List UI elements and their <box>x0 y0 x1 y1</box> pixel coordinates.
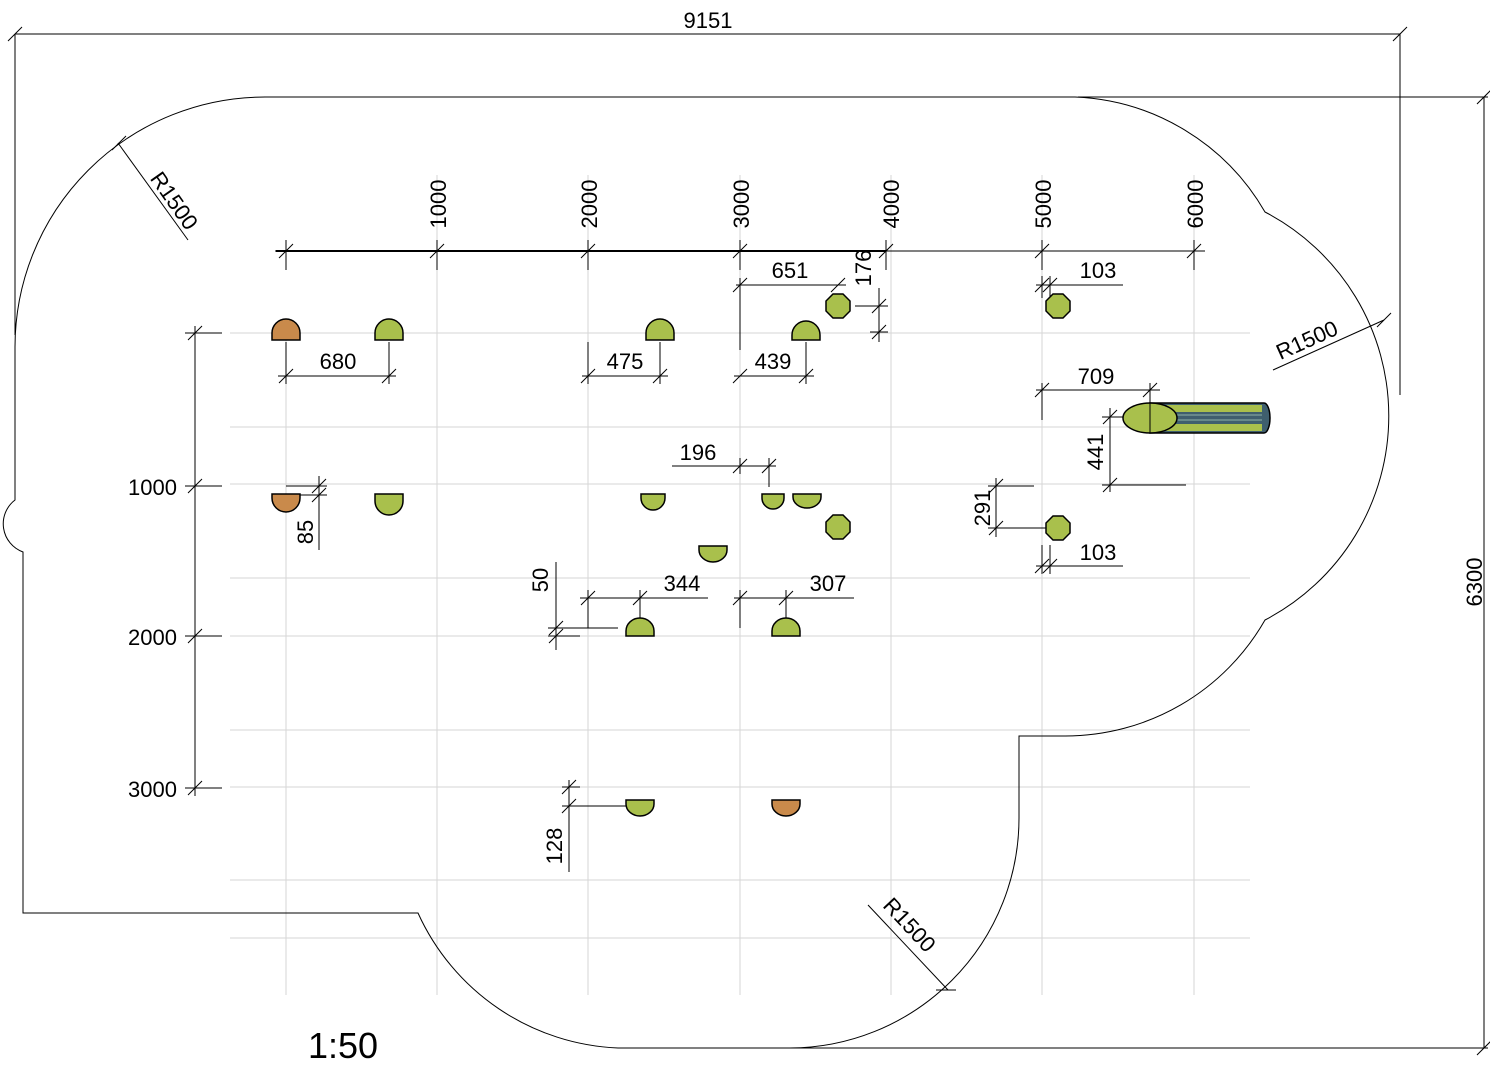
dim-label-291: 291 <box>970 490 995 527</box>
y-tick-label: 3000 <box>128 777 177 802</box>
dimension-50: 50 <box>528 562 618 650</box>
radius-label: R1500 <box>145 167 203 234</box>
overall-width-label: 9151 <box>684 8 733 33</box>
x-tick-label: 1000 <box>426 180 451 229</box>
y-tick-label: 2000 <box>128 625 177 650</box>
x-tick-label: 2000 <box>577 180 602 229</box>
octagonal-post-icon <box>825 514 851 540</box>
x-tick-label: 5000 <box>1031 180 1056 229</box>
dim-label-651: 651 <box>772 258 809 283</box>
overall-width-dimension: 9151 <box>7 8 1408 395</box>
dimension-196: 196 <box>672 440 777 487</box>
dim-label-103-bottom: 103 <box>1080 540 1117 565</box>
stepping-post-icon <box>791 320 821 341</box>
dim-label-85: 85 <box>293 520 318 544</box>
stepping-post-icon <box>271 493 301 513</box>
dimension-439: 439 <box>732 342 814 384</box>
radius-callout-top-left: R1500 <box>111 135 203 241</box>
y-tick-label: 1000 <box>128 475 177 500</box>
stepping-post-icon <box>792 493 822 509</box>
dim-label-475: 475 <box>607 349 644 374</box>
dim-label-176: 176 <box>851 250 876 287</box>
dim-label-344: 344 <box>664 571 701 596</box>
stepping-post-icon <box>771 799 801 817</box>
dimension-103-top: 103 <box>1034 258 1123 298</box>
radius-label: R1500 <box>1272 316 1341 365</box>
stepping-post-icon <box>645 318 675 341</box>
dim-label-441: 441 <box>1083 434 1108 471</box>
x-tick-label: 6000 <box>1183 180 1208 229</box>
dim-label-307: 307 <box>810 571 847 596</box>
dim-label-196: 196 <box>680 440 717 465</box>
dimension-680: 680 <box>278 342 397 384</box>
radius-callout-bottom: R1500 <box>867 893 956 991</box>
dimension-291: 291 <box>970 478 1046 537</box>
dimension-128: 128 <box>542 779 628 872</box>
stepping-post-icon <box>625 799 655 817</box>
x-axis-ruler: 1000 2000 3000 4000 5000 6000 <box>275 180 1208 270</box>
stepping-post-icon <box>374 318 404 341</box>
octagonal-post-icon <box>1045 293 1071 319</box>
play-items <box>271 293 1271 817</box>
dimension-651: 651 <box>732 258 846 350</box>
stepping-post-icon <box>374 493 404 516</box>
radius-label: R1500 <box>878 893 941 957</box>
stepping-post-icon <box>771 617 801 637</box>
x-tick-label: 4000 <box>879 180 904 229</box>
dim-label-439: 439 <box>755 349 792 374</box>
stepping-post-icon <box>625 617 655 637</box>
radius-callout-right: R1500 <box>1272 312 1392 371</box>
dimension-709: 709 <box>1034 364 1160 420</box>
octagonal-post-icon <box>825 293 851 319</box>
dimension-344: 344 <box>580 571 708 628</box>
dim-label-103-top: 103 <box>1080 258 1117 283</box>
drawing-scale-label: 1:50 <box>308 1025 378 1066</box>
octagonal-post-icon <box>1045 515 1071 541</box>
dim-label-50: 50 <box>528 568 553 592</box>
dimension-475: 475 <box>580 342 668 384</box>
y-axis-ruler: 1000 2000 3000 <box>128 325 222 802</box>
overall-height-label: 6300 <box>1462 558 1487 607</box>
dim-label-709: 709 <box>1078 364 1115 389</box>
layout-grid <box>230 175 1250 995</box>
safety-zone-outline <box>2 96 1390 1049</box>
dimension-176: 176 <box>851 250 888 342</box>
dimension-85: 85 <box>286 476 327 550</box>
dimension-103-bottom: 103 <box>1034 540 1123 574</box>
stepping-post-icon <box>271 318 301 341</box>
stepping-post-icon <box>761 493 785 510</box>
dimension-307: 307 <box>732 571 854 628</box>
x-tick-label: 3000 <box>729 180 754 229</box>
dim-label-680: 680 <box>320 349 357 374</box>
tube-slide-icon <box>1122 402 1271 434</box>
stepping-post-icon <box>698 545 728 563</box>
overall-height-dimension: 6300 <box>790 90 1490 1056</box>
dim-label-128: 128 <box>542 828 567 865</box>
stepping-post-icon <box>640 493 666 511</box>
